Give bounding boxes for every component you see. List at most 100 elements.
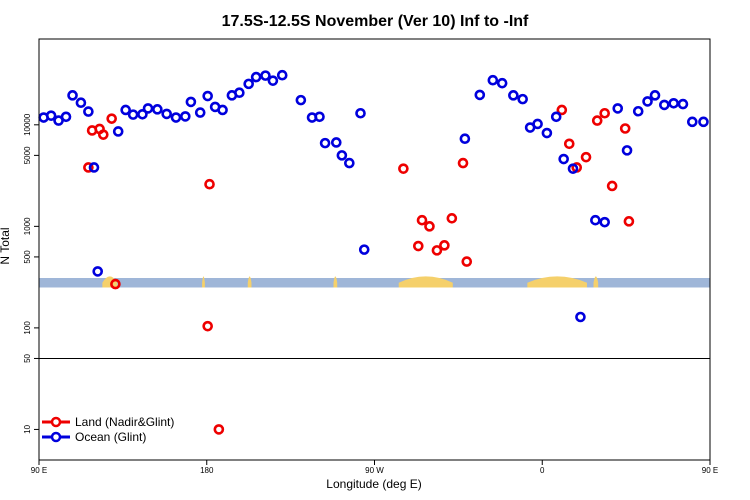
ocean-point-48 bbox=[550, 111, 562, 123]
legend-label-land: Land (Nadir&Glint) bbox=[75, 415, 174, 429]
land-point-19 bbox=[563, 138, 575, 150]
land-point-0 bbox=[83, 162, 94, 173]
legend-marker-land bbox=[50, 416, 62, 428]
ocean-point-3 bbox=[60, 111, 72, 123]
ocean-point-26 bbox=[250, 71, 262, 83]
land-point-15 bbox=[446, 213, 458, 224]
ocean-point-19 bbox=[194, 107, 206, 118]
y-axis-label: N Total bbox=[0, 227, 12, 264]
land-point-8 bbox=[213, 424, 225, 435]
land-point-16 bbox=[457, 157, 469, 169]
ocean-point-27 bbox=[260, 70, 271, 81]
land-point-5 bbox=[110, 278, 121, 290]
legend-item-land: Land (Nadir&Glint) bbox=[42, 415, 174, 429]
x-tick-label-4: 90 E bbox=[702, 466, 718, 475]
land-patch-4 bbox=[398, 276, 453, 288]
ocean-point-25 bbox=[243, 78, 254, 90]
land-point-14 bbox=[439, 240, 450, 251]
ocean-point-6 bbox=[83, 106, 94, 117]
y-tick-label-3: 500 bbox=[23, 250, 32, 264]
legend: Land (Nadir&Glint) Ocean (Glint) bbox=[42, 415, 174, 444]
land-point-25 bbox=[619, 123, 631, 134]
ocean-point-14 bbox=[152, 104, 163, 115]
ocean-point-37 bbox=[355, 107, 366, 119]
ocean-point-47 bbox=[541, 127, 553, 139]
ocean-point-59 bbox=[659, 99, 670, 111]
ocean-point-7 bbox=[88, 162, 100, 173]
ocean-point-4 bbox=[67, 90, 78, 101]
ocean-point-39 bbox=[459, 133, 471, 144]
land-point-22 bbox=[591, 115, 603, 126]
ocean-point-1 bbox=[45, 110, 57, 121]
ocean-point-63 bbox=[698, 116, 709, 128]
land-point-6 bbox=[202, 320, 213, 332]
land-point-13 bbox=[431, 245, 443, 256]
ocean-point-10 bbox=[120, 104, 131, 116]
series-land bbox=[83, 104, 635, 435]
chart-title: 17.5S-12.5S November (Ver 10) Inf to -In… bbox=[222, 13, 529, 30]
ocean-point-28 bbox=[267, 75, 279, 86]
x-axis-label: Longitude (deg E) bbox=[326, 477, 421, 491]
ocean-point-36 bbox=[344, 157, 355, 169]
legend-item-ocean: Ocean (Glint) bbox=[42, 430, 146, 444]
ocean-point-17 bbox=[180, 111, 191, 122]
ocean-point-52 bbox=[590, 214, 601, 226]
land-point-9 bbox=[398, 163, 409, 174]
land-point-12 bbox=[424, 221, 435, 232]
land-patch-2 bbox=[247, 276, 252, 288]
land-point-21 bbox=[580, 151, 592, 163]
ocean-point-58 bbox=[649, 90, 661, 101]
ocean-point-56 bbox=[632, 105, 644, 117]
land-patch-1 bbox=[202, 276, 205, 288]
ocean-point-51 bbox=[575, 311, 586, 323]
ocean-point-24 bbox=[234, 87, 245, 99]
land-patch-3 bbox=[333, 276, 338, 288]
ocean-point-18 bbox=[185, 96, 197, 108]
ocean-point-9 bbox=[112, 126, 124, 137]
legend-label-ocean: Ocean (Glint) bbox=[75, 430, 146, 444]
x-tick-label-1: 180 bbox=[200, 466, 214, 475]
ocean-point-29 bbox=[276, 69, 288, 81]
land-point-23 bbox=[599, 107, 610, 119]
ocean-point-53 bbox=[599, 216, 610, 228]
land-point-11 bbox=[416, 214, 428, 226]
y-tick-label-2: 100 bbox=[23, 321, 32, 335]
ocean-point-41 bbox=[487, 74, 499, 86]
ocean-point-34 bbox=[330, 137, 342, 148]
ocean-point-30 bbox=[295, 94, 307, 106]
land-point-17 bbox=[461, 256, 473, 267]
data-points bbox=[38, 69, 709, 435]
plot-frame bbox=[38, 38, 711, 461]
x-tick-label-2: 90 W bbox=[365, 466, 384, 475]
land-point-3 bbox=[98, 129, 109, 140]
ocean-point-49 bbox=[558, 153, 569, 165]
land-point-24 bbox=[606, 180, 618, 192]
ocean-point-44 bbox=[517, 93, 528, 105]
land-point-4 bbox=[106, 113, 117, 124]
x-tick-label-3: 0 bbox=[540, 466, 545, 475]
ocean-point-42 bbox=[496, 77, 508, 89]
legend-marker-ocean bbox=[50, 431, 62, 443]
ocean-point-35 bbox=[336, 150, 348, 161]
ocean-point-5 bbox=[75, 97, 87, 109]
ocean-point-40 bbox=[474, 89, 486, 101]
ocean-point-55 bbox=[621, 145, 633, 156]
ocean-band bbox=[39, 277, 710, 288]
land-point-18 bbox=[556, 104, 568, 116]
ocean-point-11 bbox=[127, 109, 139, 120]
land-patch-5 bbox=[527, 276, 587, 288]
ocean-point-62 bbox=[686, 116, 698, 128]
y-tick-label-1: 50 bbox=[23, 353, 32, 362]
land-point-26 bbox=[623, 216, 635, 227]
ocean-point-54 bbox=[612, 103, 624, 114]
ocean-point-16 bbox=[170, 112, 182, 123]
ocean-point-46 bbox=[532, 118, 543, 130]
ocean-point-38 bbox=[358, 244, 370, 255]
ocean-point-57 bbox=[642, 96, 653, 107]
ocean-point-22 bbox=[217, 104, 228, 116]
axis-ticks: 90 E 180 90 W 0 90 E 10 50 100 500 1000 5000 10000 bbox=[23, 113, 718, 475]
ocean-point-33 bbox=[319, 137, 331, 149]
ocean-point-60 bbox=[668, 97, 679, 109]
land-point-10 bbox=[413, 240, 424, 252]
